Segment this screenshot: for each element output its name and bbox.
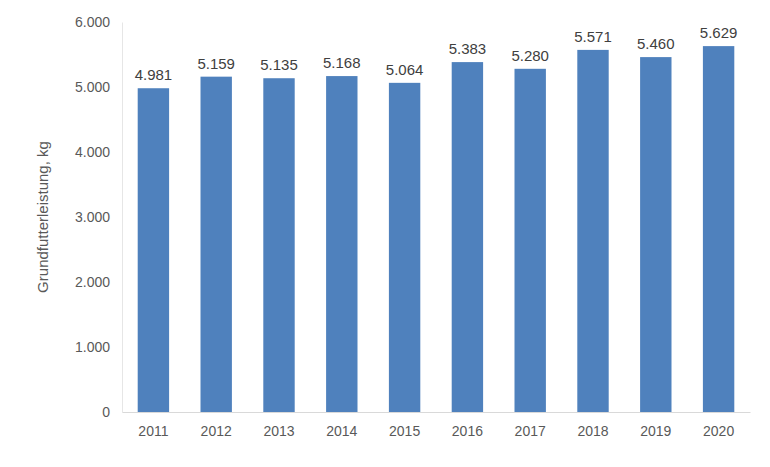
y-tick-label: 2.000	[75, 274, 110, 290]
y-axis-title: Grundfutterleistung, kg	[34, 141, 51, 293]
y-axis: 0 1.000 2.000 3.000 4.000 5.000 6.000	[75, 14, 123, 420]
bar	[515, 69, 546, 412]
y-tick: 2.000	[75, 274, 122, 290]
data-label: 5.064	[386, 61, 424, 78]
y-tick-label: 4.000	[75, 144, 110, 160]
bar	[201, 77, 232, 412]
bar	[263, 78, 294, 412]
x-tick-label: 2014	[326, 423, 357, 439]
bar	[389, 83, 420, 412]
y-tick-label: 3.000	[75, 209, 110, 225]
x-tick-label: 2015	[389, 423, 420, 439]
data-label: 5.159	[197, 55, 235, 72]
x-tick: 2013	[263, 412, 294, 439]
data-label: 5.383	[449, 40, 487, 57]
x-tick: 2018	[577, 412, 608, 439]
data-label: 5.168	[323, 54, 361, 71]
y-tick-label: 6.000	[75, 14, 110, 30]
x-tick-label: 2012	[201, 423, 232, 439]
bar	[138, 88, 169, 412]
x-axis: 2011 2012 2013 2014 2015 2016 2017 2018 2019 2020	[123, 412, 751, 439]
bar	[703, 46, 734, 412]
x-tick: 2015	[389, 412, 420, 439]
y-tick: 3.000	[75, 209, 122, 225]
x-tick-label: 2013	[263, 423, 294, 439]
x-tick: 2020	[703, 412, 734, 439]
y-tick: 4.000	[75, 144, 122, 160]
x-tick-label: 2016	[452, 423, 483, 439]
x-tick: 2011	[138, 412, 168, 439]
data-label: 5.571	[574, 28, 612, 45]
x-tick: 2016	[452, 412, 483, 439]
x-tick-label: 2020	[703, 423, 734, 439]
y-tick: 5.000	[75, 79, 122, 95]
bar	[326, 76, 357, 412]
chart: 01.0002.0003.0004.0005.0006.000201120122…	[0, 0, 770, 467]
x-tick: 2017	[515, 412, 546, 439]
data-label: 5.460	[637, 35, 675, 52]
data-label: 5.629	[700, 24, 738, 41]
y-tick: 0	[102, 404, 122, 420]
bar	[640, 57, 671, 412]
y-tick: 1.000	[75, 339, 122, 355]
data-label: 5.135	[260, 56, 298, 73]
data-labels: 4.981 5.159 5.135 5.168 5.064 5.383 5.280 5.571…	[135, 24, 738, 83]
bar	[452, 62, 483, 412]
bar	[577, 50, 608, 412]
x-tick-label: 2018	[577, 423, 608, 439]
y-axis-line	[122, 23, 123, 413]
y-tick: 6.000	[75, 14, 122, 30]
x-tick-label: 2017	[515, 423, 546, 439]
y-tick-label: 5.000	[75, 79, 110, 95]
x-tick-label: 2011	[138, 423, 168, 439]
x-axis-line	[123, 412, 751, 413]
data-label: 4.981	[135, 66, 173, 83]
y-tick-label: 0	[102, 404, 110, 420]
x-tick-label: 2019	[640, 423, 671, 439]
x-tick: 2012	[201, 412, 232, 439]
bars	[138, 46, 735, 412]
y-tick-label: 1.000	[75, 339, 110, 355]
x-tick: 2014	[326, 412, 357, 439]
x-tick: 2019	[640, 412, 671, 439]
data-label: 5.280	[511, 47, 549, 64]
